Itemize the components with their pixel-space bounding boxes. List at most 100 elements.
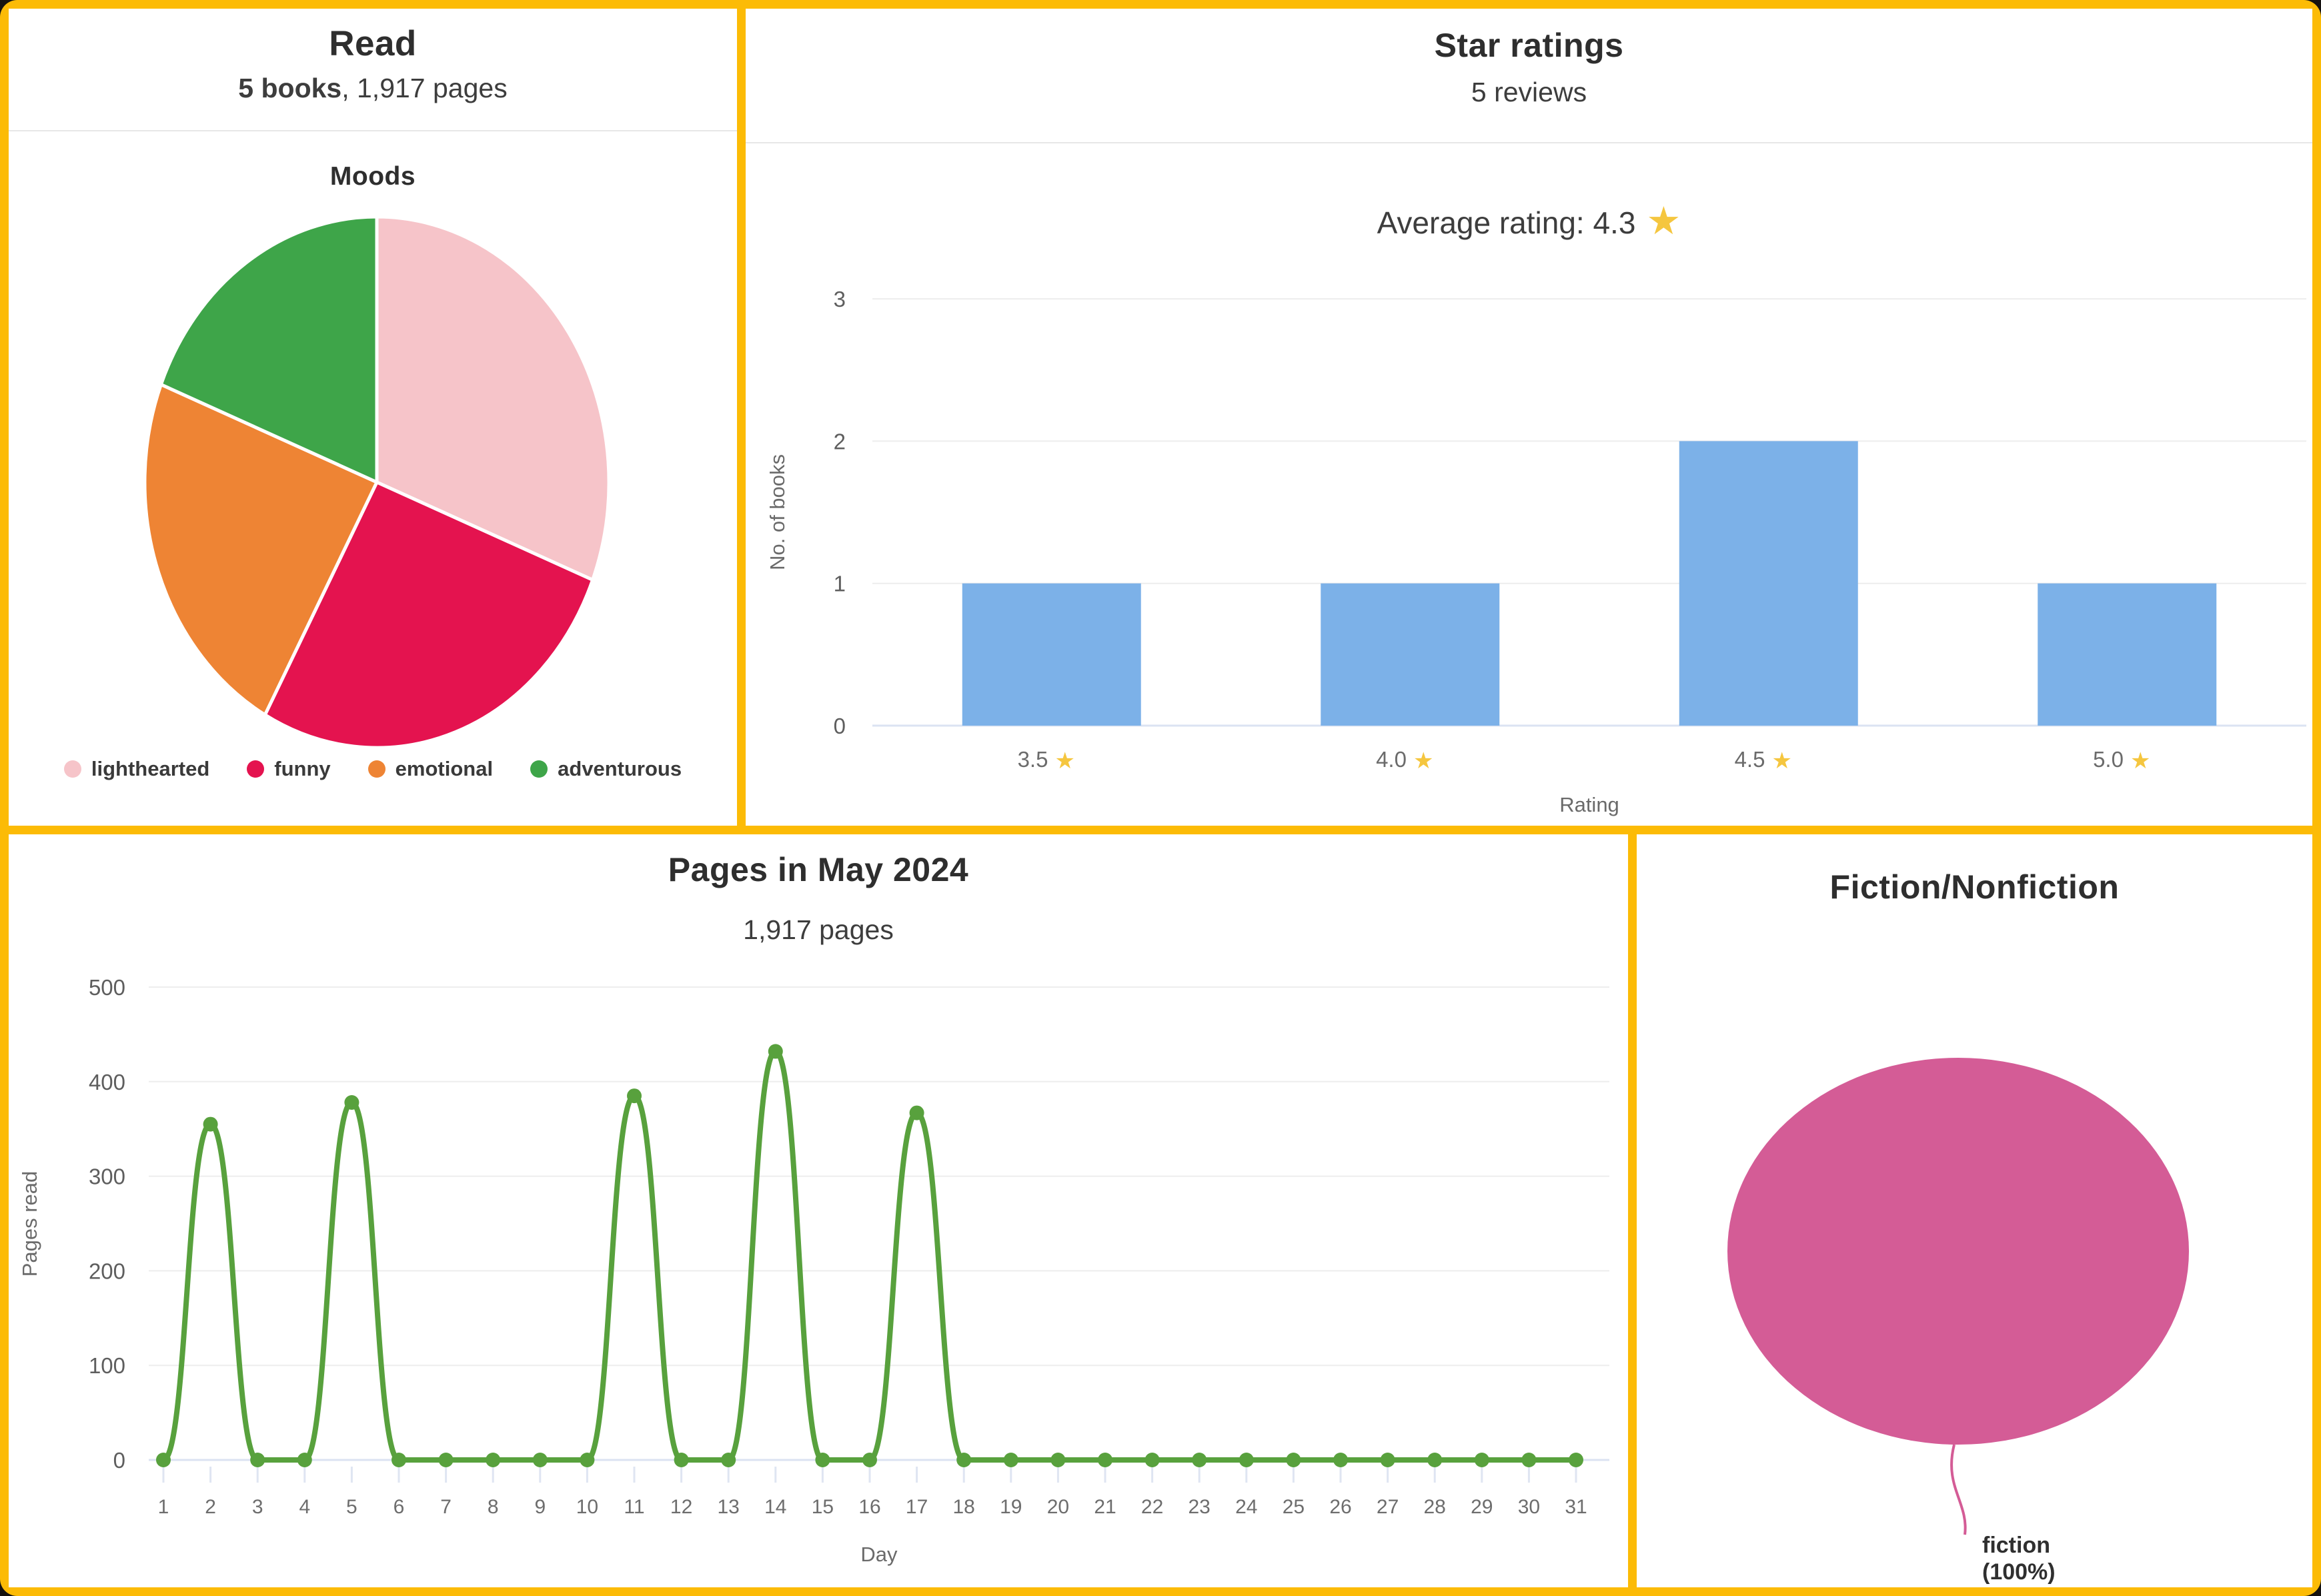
legend-item-emotional[interactable]: emotional [367, 757, 493, 781]
pages-card: Pages in May 2024 1,917 pages 0 100 200 300… [9, 834, 1628, 1587]
point-day-8[interactable] [486, 1453, 501, 1467]
point-day-21[interactable] [1098, 1453, 1112, 1467]
bar-4.5-stars[interactable] [1679, 441, 1858, 726]
x-tick-label-4.5: 4.5 ★ [1735, 747, 1792, 774]
day-label-6: 6 [394, 1496, 405, 1518]
day-label-20: 20 [1047, 1496, 1069, 1518]
day-label-1: 1 [158, 1496, 169, 1518]
moods-legend: lighthearted funny emotional adventurous [9, 757, 737, 781]
pie-slice-emotional[interactable] [143, 383, 379, 717]
day-label-9: 9 [534, 1496, 546, 1518]
point-day-29[interactable] [1474, 1453, 1489, 1467]
point-day-13[interactable] [721, 1453, 736, 1467]
point-day-30[interactable] [1521, 1453, 1537, 1467]
star-ratings-bar-chart: 0 1 2 3 No. of books 3.5 ★ 4.0 ★ 4.5 ★ 5.0 ★ Rating [766, 287, 2306, 816]
pie-slice-fiction[interactable] [1727, 1058, 2189, 1445]
star-icon: ★ [1413, 748, 1433, 774]
day-label-11: 11 [624, 1496, 644, 1518]
legend-swatch-adventurous [530, 760, 548, 778]
y-tick-label-500: 500 [89, 975, 125, 1000]
point-day-26[interactable] [1333, 1453, 1348, 1467]
books-count: 5 books [238, 73, 342, 103]
fiction-slice-label-line1: fiction [1982, 1533, 2050, 1558]
legend-item-adventurous[interactable]: adventurous [530, 757, 682, 781]
pages-card-subtitle: 1,917 pages [743, 914, 894, 945]
star-icon: ★ [1054, 748, 1074, 774]
day-label-25: 25 [1283, 1496, 1305, 1518]
x-axis-label: Day [860, 1543, 898, 1566]
point-day-17[interactable] [909, 1105, 924, 1120]
point-day-4[interactable] [297, 1453, 312, 1467]
star-ratings-subtitle: 5 reviews [1471, 77, 1587, 107]
fiction-slice-label-line2: (100%) [1982, 1559, 2056, 1585]
pie-slice-funny[interactable] [263, 480, 595, 750]
point-day-25[interactable] [1286, 1453, 1301, 1467]
y-tick-label-400: 400 [89, 1070, 125, 1094]
fiction-pie-chart [1727, 1058, 2189, 1535]
legend-label: funny [274, 757, 331, 780]
point-day-22[interactable] [1144, 1453, 1160, 1467]
point-day-11[interactable] [627, 1088, 642, 1104]
day-label-18: 18 [953, 1496, 975, 1518]
y-axis-label: Pages read [18, 1171, 41, 1277]
point-day-31[interactable] [1569, 1453, 1583, 1467]
day-label-3: 3 [252, 1496, 263, 1518]
point-day-23[interactable] [1192, 1453, 1207, 1467]
point-day-5[interactable] [344, 1095, 359, 1110]
point-day-19[interactable] [1003, 1453, 1018, 1467]
moods-pie-svg [143, 215, 611, 750]
bar-5.0-stars[interactable] [2038, 583, 2217, 726]
point-day-24[interactable] [1239, 1453, 1254, 1467]
point-day-15[interactable] [815, 1453, 830, 1467]
legend-swatch-lighthearted [63, 760, 81, 778]
star-ratings-card: Star ratings 5 reviews Average rating: 4… [746, 9, 2312, 826]
point-day-6[interactable] [392, 1453, 406, 1467]
read-card: Read 5 books, 1,917 pages Moods lighthea… [9, 9, 737, 826]
day-label-23: 23 [1189, 1496, 1211, 1518]
x-tick-label-5.0: 5.0 ★ [2093, 747, 2150, 774]
legend-item-lighthearted[interactable]: lighthearted [63, 757, 209, 781]
legend-swatch-funny [247, 760, 265, 778]
pie-slice-adventurous[interactable] [159, 215, 379, 484]
bar-3.5-stars[interactable] [962, 583, 1141, 726]
point-day-12[interactable] [674, 1453, 689, 1467]
day-label-28: 28 [1424, 1496, 1446, 1518]
moods-section-title: Moods [329, 162, 416, 191]
point-day-9[interactable] [532, 1453, 548, 1467]
y-tick-label-0: 0 [834, 714, 846, 738]
pages-line-series [161, 1048, 1579, 1463]
y-tick-label-1: 1 [834, 572, 846, 596]
fiction-card: Fiction/Nonfiction fiction (100%) [1637, 834, 2312, 1587]
legend-swatch-emotional [367, 760, 385, 778]
day-label-26: 26 [1329, 1496, 1351, 1518]
fiction-leader-line [1950, 1444, 1967, 1535]
day-label-15: 15 [812, 1496, 834, 1518]
x-tick-label-4.0: 4.0 ★ [1376, 747, 1433, 774]
bar-4.0-stars[interactable] [1321, 583, 1500, 726]
point-day-2[interactable] [203, 1116, 218, 1132]
day-label-12: 12 [670, 1496, 692, 1518]
point-day-14[interactable] [768, 1044, 783, 1059]
day-label-2: 2 [205, 1496, 216, 1518]
y-tick-label-300: 300 [89, 1164, 125, 1189]
pages-count: , 1,917 pages [341, 73, 508, 103]
day-label-14: 14 [764, 1496, 786, 1518]
point-day-3[interactable] [250, 1453, 265, 1467]
point-day-18[interactable] [956, 1453, 972, 1467]
point-day-1[interactable] [156, 1453, 171, 1467]
point-day-10[interactable] [580, 1453, 595, 1467]
legend-item-funny[interactable]: funny [247, 757, 331, 781]
point-day-20[interactable] [1050, 1453, 1066, 1467]
fiction-card-title: Fiction/Nonfiction [1829, 868, 2120, 906]
y-tick-label-0: 0 [113, 1448, 125, 1473]
point-day-7[interactable] [438, 1453, 454, 1467]
point-day-16[interactable] [862, 1453, 877, 1467]
point-day-28[interactable] [1427, 1453, 1443, 1467]
day-label-7: 7 [440, 1496, 452, 1518]
day-label-31: 31 [1565, 1496, 1587, 1518]
point-day-27[interactable] [1380, 1453, 1395, 1467]
star-icon: ★ [1771, 748, 1791, 774]
pie-slice-lighthearted[interactable] [375, 215, 611, 582]
